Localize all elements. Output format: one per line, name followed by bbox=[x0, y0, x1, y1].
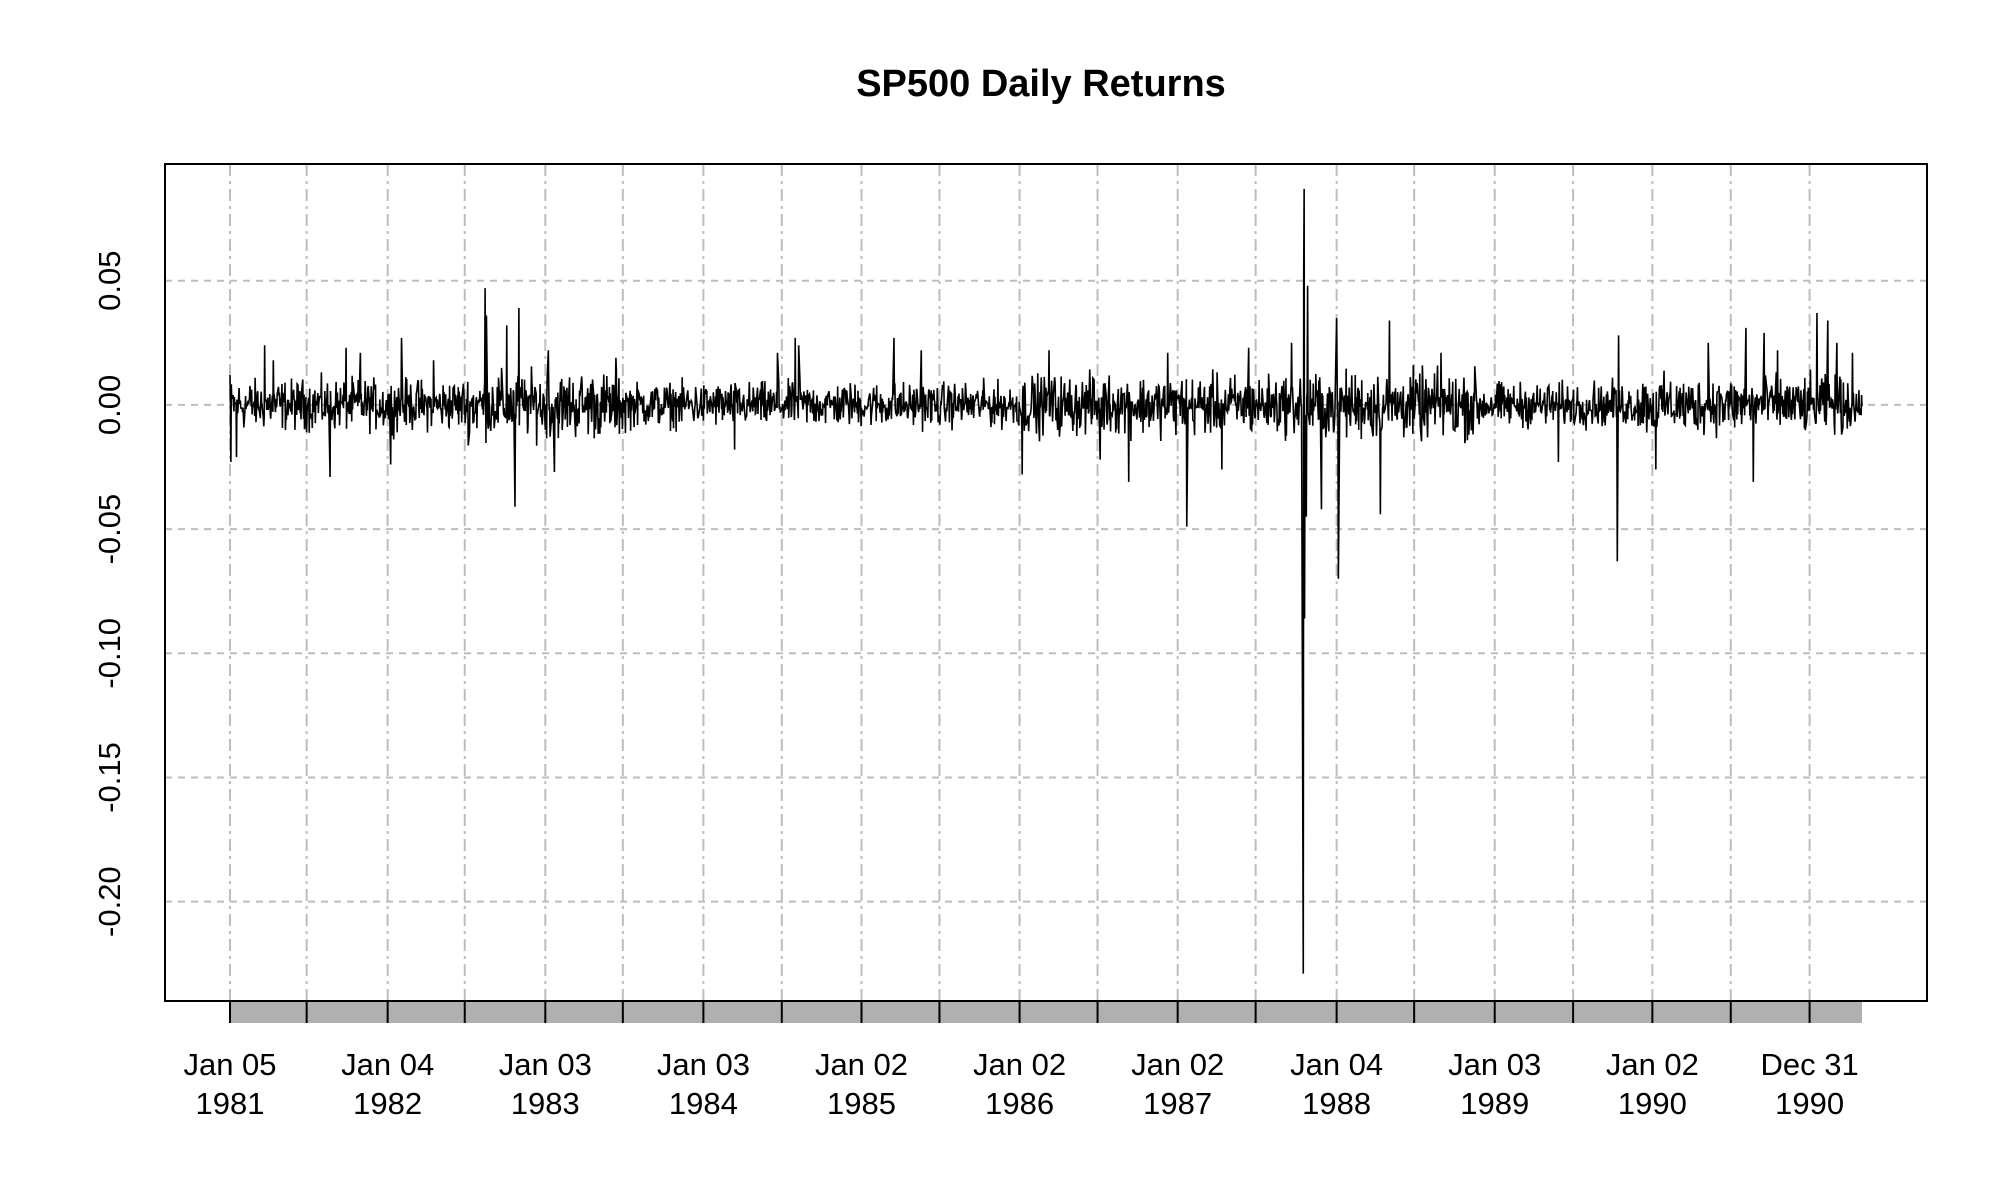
y-tick-label: -0.10 bbox=[92, 618, 127, 689]
x-tick-year-label: 1990 bbox=[1775, 1086, 1844, 1121]
chart-title: SP500 Daily Returns bbox=[856, 63, 1226, 105]
x-tick-label: Jan 03 bbox=[1448, 1047, 1541, 1082]
x-tick-year-label: 1987 bbox=[1143, 1086, 1212, 1121]
x-tick-year-label: 1984 bbox=[669, 1086, 738, 1121]
x-tick-label: Jan 04 bbox=[1290, 1047, 1383, 1082]
y-tick-label: -0.05 bbox=[92, 494, 127, 565]
grid-layer bbox=[165, 164, 1927, 1001]
x-tick-label: Jan 02 bbox=[815, 1047, 908, 1082]
x-tick-label: Dec 31 bbox=[1760, 1047, 1858, 1082]
x-tick-year-label: 1985 bbox=[827, 1086, 896, 1121]
x-tick-label: Jan 02 bbox=[973, 1047, 1066, 1082]
x-tick-label: Jan 04 bbox=[341, 1047, 434, 1082]
x-tick-year-label: 1988 bbox=[1302, 1086, 1371, 1121]
series-line-0 bbox=[229, 188, 1863, 974]
y-tick-label: 0.05 bbox=[92, 251, 127, 311]
x-tick-label: Jan 02 bbox=[1606, 1047, 1699, 1082]
x-axis-band bbox=[230, 1002, 1862, 1023]
x-tick-label: Jan 02 bbox=[1131, 1047, 1224, 1082]
x-tick-year-label: 1990 bbox=[1618, 1086, 1687, 1121]
x-tick-year-label: 1986 bbox=[985, 1086, 1054, 1121]
series-layer bbox=[229, 188, 1863, 974]
plot-frame bbox=[164, 163, 1928, 1002]
x-tick-year-label: 1983 bbox=[511, 1086, 580, 1121]
x-tick-year-label: 1981 bbox=[196, 1086, 265, 1121]
y-tick-label: -0.20 bbox=[92, 866, 127, 937]
x-tick-year-label: 1989 bbox=[1460, 1086, 1529, 1121]
y-tick-label: 0.00 bbox=[92, 375, 127, 435]
axis-layer: 0.05 0.00 -0.05 -0.10 -0.15 -0.20 Jan 05 1981 Ja… bbox=[92, 251, 1862, 1121]
y-tick-label: -0.15 bbox=[92, 742, 127, 813]
x-tick-label: Jan 05 bbox=[183, 1047, 276, 1082]
x-tick-label: Jan 03 bbox=[499, 1047, 592, 1082]
x-tick-year-label: 1982 bbox=[353, 1086, 422, 1121]
x-tick-label: Jan 03 bbox=[657, 1047, 750, 1082]
